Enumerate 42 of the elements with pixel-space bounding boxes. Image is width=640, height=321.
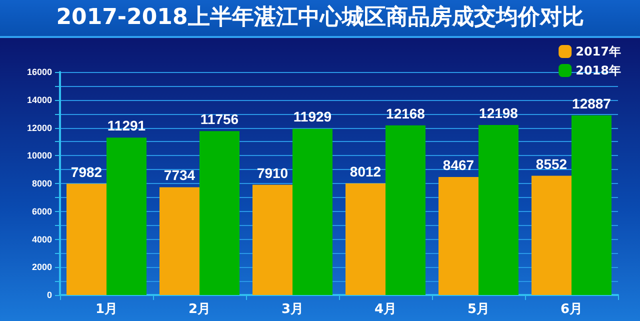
bar [346,183,386,295]
bar [66,184,106,295]
data-label: 12198 [479,104,518,121]
data-label: 11929 [293,108,332,125]
y-tick-label: 12000 [26,122,52,133]
y-tick-label: 4000 [32,234,52,244]
bar [106,138,146,295]
bar [252,184,292,295]
legend-label: 2017年 [576,44,622,58]
bar [572,115,612,295]
data-label: 12887 [572,95,612,112]
bar [478,124,518,295]
data-label: 11756 [200,111,239,128]
data-label: 8012 [350,163,382,180]
bar [292,128,332,295]
data-label: 7734 [164,167,196,184]
y-tick-label: 14000 [26,94,52,105]
x-tick-label: 5月 [467,302,490,317]
data-label: 7910 [256,164,288,181]
y-tick-label: 6000 [32,206,52,216]
data-label: 8552 [536,156,568,172]
y-tick-label: 10000 [26,150,52,161]
data-label: 8467 [442,156,474,173]
y-tick-label: 8000 [32,178,52,188]
data-label: 11291 [107,118,146,134]
data-label: 12168 [386,105,426,122]
x-tick-label: 6月 [560,302,583,317]
data-label: 7982 [70,164,102,180]
y-tick-label: 0 [46,290,52,300]
x-tick-label: 3月 [281,302,304,317]
y-tick-label: 16000 [26,67,52,77]
x-tick-label: 1月 [95,302,118,317]
bar [386,125,426,295]
y-tick-label: 2000 [32,262,52,272]
bar [438,176,478,295]
legend-label: 2018年 [576,64,622,78]
x-tick-label: 4月 [374,302,397,317]
bar [532,176,572,295]
chart-title: 2017-2018上半年湛江中心城区商品房成交均价对比 [0,0,640,38]
x-tick-label: 2月 [188,302,211,317]
bar [200,131,240,295]
bar [160,187,200,295]
